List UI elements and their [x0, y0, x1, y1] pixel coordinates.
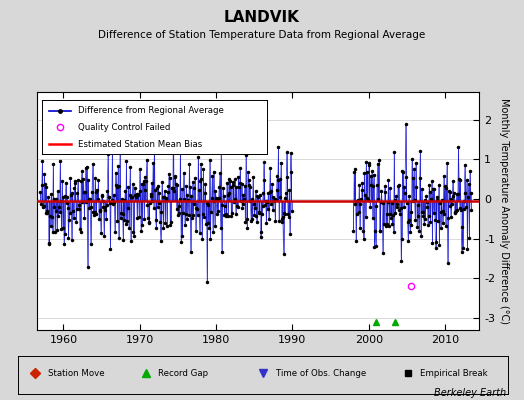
- Text: Difference from Regional Average: Difference from Regional Average: [78, 106, 224, 115]
- Text: Quality Control Failed: Quality Control Failed: [78, 122, 170, 132]
- Text: Station Move: Station Move: [48, 369, 104, 378]
- Text: Time of Obs. Change: Time of Obs. Change: [276, 369, 366, 378]
- Text: Estimated Station Mean Bias: Estimated Station Mean Bias: [78, 140, 202, 149]
- Text: Difference of Station Temperature Data from Regional Average: Difference of Station Temperature Data f…: [99, 30, 425, 40]
- Text: Record Gap: Record Gap: [158, 369, 208, 378]
- Text: Empirical Break: Empirical Break: [420, 369, 488, 378]
- Text: Berkeley Earth: Berkeley Earth: [433, 388, 506, 398]
- Y-axis label: Monthly Temperature Anomaly Difference (°C): Monthly Temperature Anomaly Difference (…: [499, 98, 509, 324]
- Text: LANDVIK: LANDVIK: [224, 10, 300, 25]
